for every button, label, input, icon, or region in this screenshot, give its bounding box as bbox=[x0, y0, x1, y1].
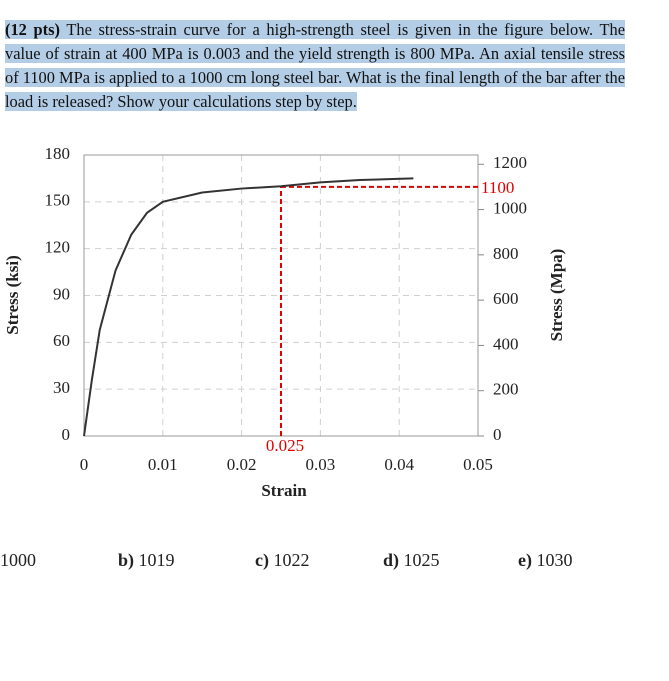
y-tick-label: 90 bbox=[53, 284, 70, 303]
guide-y2-label: 1100 bbox=[481, 178, 514, 197]
question: (12 pts) The stress-strain curve for a h… bbox=[5, 18, 625, 114]
option-text: 1000 bbox=[0, 550, 36, 570]
y2-tick-label: 0 bbox=[493, 425, 502, 444]
x-tick-label: 0.01 bbox=[148, 455, 178, 474]
x-tick-label: 0.02 bbox=[227, 455, 257, 474]
option: e) 1030 bbox=[518, 550, 572, 571]
y2-tick-label: 600 bbox=[493, 289, 519, 308]
option-label: b) bbox=[118, 550, 134, 571]
option-label: e) bbox=[518, 550, 532, 571]
y2-tick-label: 1000 bbox=[493, 198, 527, 217]
guide-x-label: 0.025 bbox=[266, 436, 304, 455]
x-tick-label: 0.03 bbox=[306, 455, 336, 474]
option-text: 1025 bbox=[404, 550, 440, 570]
x-axis-label: Strain bbox=[261, 481, 307, 500]
y-tick-label: 120 bbox=[45, 238, 71, 257]
y-tick-label: 180 bbox=[45, 144, 71, 163]
y2-tick-label: 400 bbox=[493, 334, 519, 353]
y-tick-label: 30 bbox=[53, 378, 70, 397]
y-tick-label: 150 bbox=[45, 191, 71, 210]
y2-tick-label: 1200 bbox=[493, 153, 527, 172]
option: b) 1019 bbox=[118, 550, 175, 571]
x-tick-label: 0.05 bbox=[463, 455, 493, 474]
x-tick-label: 0 bbox=[80, 455, 89, 474]
x-tick-label: 0.04 bbox=[384, 455, 414, 474]
question-text: The stress-strain curve for a high-stren… bbox=[5, 20, 625, 111]
y2-tick-label: 800 bbox=[493, 244, 519, 263]
option: d) 1025 bbox=[383, 550, 440, 571]
option-text: 1019 bbox=[139, 550, 175, 570]
option: 1000 bbox=[0, 550, 36, 570]
y-tick-label: 60 bbox=[53, 331, 70, 350]
y2-tick-label: 200 bbox=[493, 380, 519, 399]
option-text: 1022 bbox=[273, 550, 309, 570]
y-axis-label: Stress (ksi) bbox=[3, 255, 22, 335]
option-label: d) bbox=[383, 550, 399, 571]
y2-axis-label: Stress (Mpa) bbox=[547, 249, 566, 342]
stress-strain-curve bbox=[83, 177, 414, 437]
option: c) 1022 bbox=[255, 550, 309, 571]
option-text: 1030 bbox=[536, 550, 572, 570]
points: (12 pts) bbox=[5, 20, 60, 39]
option-label: c) bbox=[255, 550, 269, 571]
y-tick-label: 0 bbox=[62, 425, 71, 444]
